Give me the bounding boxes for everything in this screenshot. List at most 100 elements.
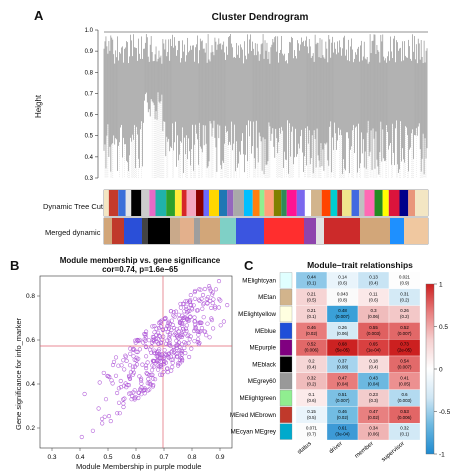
- scatter-point: [166, 355, 171, 360]
- heatmap-grid: MElightcyan0.44(0.1)0.14(0.6)0.13(0.4)0.…: [230, 271, 421, 463]
- scatter-x-tick-label: 0.4: [75, 454, 84, 461]
- scatter-point: [153, 377, 158, 382]
- heatmap-cell-value: (0.2): [400, 297, 410, 302]
- heatmap-cell-value: 0.21: [307, 308, 316, 313]
- scatter-point: [179, 359, 185, 364]
- tree-cut-segment: [186, 190, 197, 216]
- scatter-point: [130, 367, 135, 372]
- scatter-point: [150, 324, 155, 329]
- scatter-point: [141, 388, 146, 393]
- scatter-y-tick-label: 0.2: [26, 425, 35, 432]
- scatter-y-tick-label: 0.4: [26, 381, 35, 388]
- heatmap-cell-value: (0.6): [307, 398, 317, 403]
- tree-cut-segment: [208, 190, 220, 216]
- scatter-point: [155, 352, 160, 357]
- scatter-point: [154, 332, 159, 337]
- heatmap-cell-value: 0.47: [338, 375, 347, 380]
- heatmap-cell-value: 0.43: [369, 375, 378, 380]
- dendrogram-y-tick-label: 0.9: [85, 49, 94, 55]
- scatter-point: [176, 361, 181, 366]
- scatter-point: [100, 421, 105, 426]
- scatter-point: [144, 366, 149, 371]
- tree-cut-segment: [351, 190, 359, 216]
- heatmap-cell-value: (0.1): [400, 432, 410, 437]
- tree-cut-segment: [203, 190, 209, 216]
- scatter-point: [185, 310, 190, 315]
- scatter-point: [134, 355, 139, 360]
- panel-b-letter: B: [10, 258, 20, 273]
- scatter-point: [142, 331, 147, 337]
- trait-label: status: [297, 441, 313, 456]
- scatter-point: [175, 342, 180, 347]
- scatter-point: [108, 419, 113, 424]
- scatter-point: [169, 357, 174, 362]
- scatter-point: [116, 400, 122, 405]
- scatter-point: [180, 332, 185, 338]
- scatter-point: [134, 358, 139, 363]
- scatter-point: [132, 388, 137, 393]
- dendrogram-branches: [103, 31, 428, 178]
- scatter-point: [82, 391, 87, 397]
- scatter-point: [216, 305, 221, 310]
- panel-c-letter: C: [244, 258, 254, 273]
- scatter-point: [144, 345, 149, 350]
- scatter-point: [127, 391, 132, 396]
- heatmap-cell-value: 0.34: [369, 426, 378, 431]
- merged-segment: [148, 218, 170, 244]
- row-label-merged-dynamic: Merged dynamic: [45, 228, 101, 237]
- scatter-point: [183, 351, 188, 356]
- tree-cut-segment: [273, 190, 282, 216]
- scatter-point: [173, 309, 179, 314]
- heatmap-cell-value: 0.41: [400, 375, 409, 380]
- scatter-point: [137, 337, 142, 342]
- tree-cut-segment: [131, 190, 142, 216]
- scatter-point: [121, 401, 126, 406]
- heatmap-cell-value: (0.2): [307, 381, 317, 386]
- heatmap-cell-value: (0.2): [400, 314, 410, 319]
- scatter-point: [167, 335, 172, 340]
- heatmap-cell-value: 0.021: [399, 275, 411, 280]
- scatter-point: [118, 385, 124, 390]
- heatmap-cell-value: (5e-05): [335, 348, 350, 353]
- scatter-point: [178, 319, 183, 324]
- tree-cut-segment: [108, 190, 119, 216]
- tree-cut-segment: [311, 190, 322, 216]
- heatmap-cell-value: 0.51: [338, 392, 347, 397]
- heatmap-cell-value: (0.4): [369, 281, 379, 286]
- heatmap-cell-value: 0.31: [400, 291, 409, 296]
- scatter-point: [143, 363, 149, 368]
- heatmap-cell-value: 0.68: [338, 342, 347, 347]
- module-label: MElightgreen: [240, 395, 277, 402]
- tree-cut-segment: [382, 190, 389, 216]
- heatmap-cell-value: (0.5): [307, 297, 317, 302]
- tree-cut-segment: [342, 190, 352, 216]
- heatmap-cell-value: (0.08): [337, 365, 349, 370]
- tree-cut-segment: [364, 190, 375, 216]
- merged-segment: [304, 218, 316, 244]
- heatmap-cell-value: (0.05): [399, 381, 411, 386]
- heatmap-cell-value: (0.003): [367, 331, 381, 336]
- scatter-point: [188, 314, 193, 319]
- tree-cut-segment: [118, 190, 126, 216]
- scatter-x-tick-label: 0.8: [187, 454, 196, 461]
- heatmap-cell-value: 0.15: [307, 409, 316, 414]
- scatter-point: [179, 352, 184, 357]
- heatmap-cell-value: (0.8): [338, 297, 348, 302]
- scatter-point: [182, 340, 187, 345]
- heatmap-cell-value: (2e-05): [397, 348, 412, 353]
- scatter-point: [179, 356, 184, 361]
- scatter-point: [147, 380, 152, 385]
- scatter-point: [189, 346, 194, 351]
- scatter-point: [208, 288, 213, 293]
- scatter-axes: 0.3 0.4 0.5 0.6 0.7 0.8 0.9 0.2 0.4 0.6 0.8: [26, 275, 233, 461]
- heatmap-cell-value: 0.11: [369, 291, 378, 296]
- heatmap-title: Module–trait relationships: [307, 260, 413, 270]
- scatter-point: [191, 303, 196, 308]
- scatter-y-tick-label: 0.8: [26, 293, 35, 300]
- scatter-point: [166, 352, 171, 357]
- scatter-point: [169, 350, 174, 355]
- scatter-point: [183, 326, 189, 331]
- tree-cut-segment: [125, 190, 132, 216]
- scatter-point: [127, 374, 132, 379]
- dendrogram-y-tick-label: 0.7: [85, 91, 94, 97]
